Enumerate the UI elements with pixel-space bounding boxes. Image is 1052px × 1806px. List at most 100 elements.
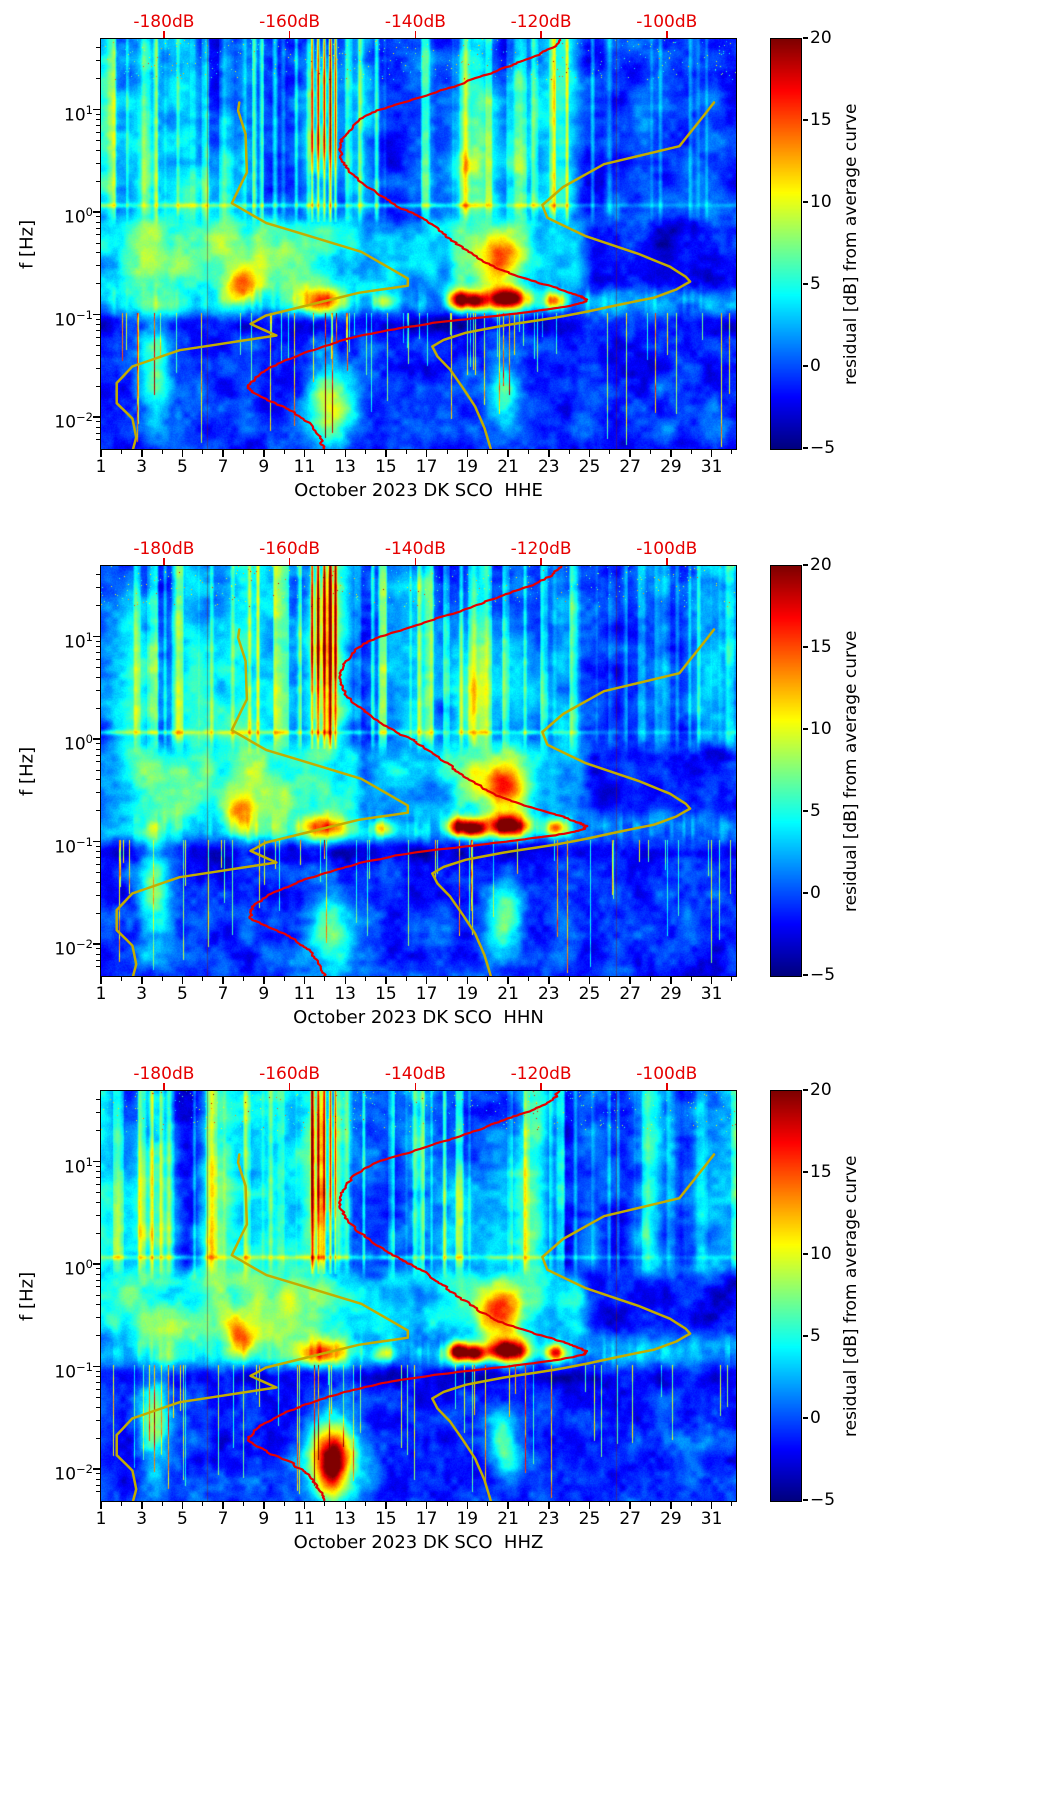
y-tick-mantissa: 10 [54,1464,77,1485]
y-minor-tick [96,265,100,267]
colorbar-tick [803,1499,808,1501]
y-minor-tick [96,1192,100,1193]
y-minor-tick [96,1130,100,1132]
x-major-tick [181,1502,184,1509]
x-minor-tick [446,450,448,454]
y-minor-tick [96,676,100,678]
x-minor-tick [446,977,448,981]
panel-hhe: f [Hz] -180dB -160dB -140dB -120dB -100dB 101 1… [0,10,1052,537]
yellow-right-curve [431,628,716,976]
x-tick-label: 27 [619,457,641,477]
colorbar-tick-label: 5 [810,801,821,821]
y-tick-exponent: −1 [76,307,93,322]
top-axis-label: -100dB [636,1064,698,1084]
x-minor-tick [527,450,529,454]
x-minor-tick [650,977,651,981]
x-axis-label: October 2023 DK SCO HHN [293,1007,544,1028]
x-minor-tick [120,1502,122,1506]
top-axis-label: -120dB [510,1064,572,1084]
colorbar-tick [803,365,808,367]
x-minor-tick [405,1502,407,1506]
x-major-tick [466,1502,469,1509]
y-minor-tick [96,792,100,794]
colorbar-tick [803,1417,808,1419]
x-tick-label: 13 [334,1509,356,1529]
y-tick-label: 10−1 [0,831,93,858]
top-axis-label: -100dB [636,12,698,32]
y-major-tick [93,840,100,843]
x-major-tick [222,977,224,984]
top-axis-label: -180dB [133,1064,195,1084]
x-tick-label: 9 [258,984,270,1004]
y-minor-tick [96,1232,100,1234]
top-axis-label: -160dB [259,12,321,32]
x-tick-label: 15 [375,457,397,477]
x-minor-tick [731,1502,733,1506]
x-minor-tick [731,450,733,454]
y-major-tick [93,635,100,638]
y-minor-tick [96,754,100,756]
y-tick-exponent: −2 [76,410,93,425]
y-minor-tick [96,283,100,285]
top-axis-label: -160dB [259,1064,321,1084]
top-axis-tick [414,31,417,38]
x-major-tick [710,450,713,457]
y-minor-tick [96,646,100,648]
y-minor-tick [96,1112,100,1114]
y-minor-tick [96,948,100,950]
colorbar-tick [803,974,808,976]
x-major-tick [303,1502,306,1509]
y-tick-label: 10−1 [0,1356,93,1383]
y-minor-tick [96,574,100,576]
x-minor-tick [731,977,733,981]
y-major-tick [93,943,100,945]
y-minor-tick [96,1099,100,1101]
x-major-tick [588,1502,591,1509]
y-minor-tick [96,652,100,653]
y-minor-tick [96,1294,100,1296]
x-major-tick [385,450,387,457]
colorbar-tick [803,201,808,203]
x-tick-label: 31 [700,1509,723,1529]
colorbar-tick-label: 20 [810,1080,832,1100]
x-tick-label: 17 [415,984,438,1004]
x-minor-tick [283,977,285,981]
colorbar-tick-label: 15 [810,637,832,657]
y-minor-tick [96,667,100,668]
x-minor-tick [283,450,285,454]
x-major-tick [385,1502,387,1509]
x-major-tick [629,450,631,457]
x-tick-label: 17 [415,457,438,477]
x-tick-label: 1 [95,1509,107,1529]
x-tick-label: 25 [578,457,601,477]
y-minor-tick [96,881,100,883]
colorbar-canvas [771,39,801,449]
y-minor-tick [96,354,100,356]
y-minor-tick [96,966,100,968]
colorbar-canvas [771,1091,801,1501]
x-tick-label: 23 [537,1509,560,1529]
psd-curves-overlay [115,1091,716,1501]
y-minor-tick [96,1484,100,1486]
y-minor-tick [96,1171,100,1173]
y-minor-tick [96,318,100,320]
y-minor-tick [96,345,100,346]
y-tick-exponent: −2 [76,937,93,952]
y-minor-tick [96,1165,100,1167]
colorbar-tick-label: −5 [810,1490,836,1510]
y-tick-exponent: 0 [85,205,93,220]
x-major-tick [222,1502,224,1509]
top-axis-tick [540,1083,542,1090]
y-minor-tick [96,1397,100,1398]
colorbar-tick-label: 10 [810,192,832,212]
x-minor-tick [690,1502,692,1506]
top-axis-tick [163,31,165,38]
colorbar-tick [803,37,808,39]
y-minor-tick [96,953,100,955]
x-minor-tick [527,977,529,981]
y-minor-tick [96,180,100,182]
y-minor-tick [96,367,100,369]
y-minor-tick [96,640,100,642]
y-tick-mantissa: 10 [64,207,86,228]
